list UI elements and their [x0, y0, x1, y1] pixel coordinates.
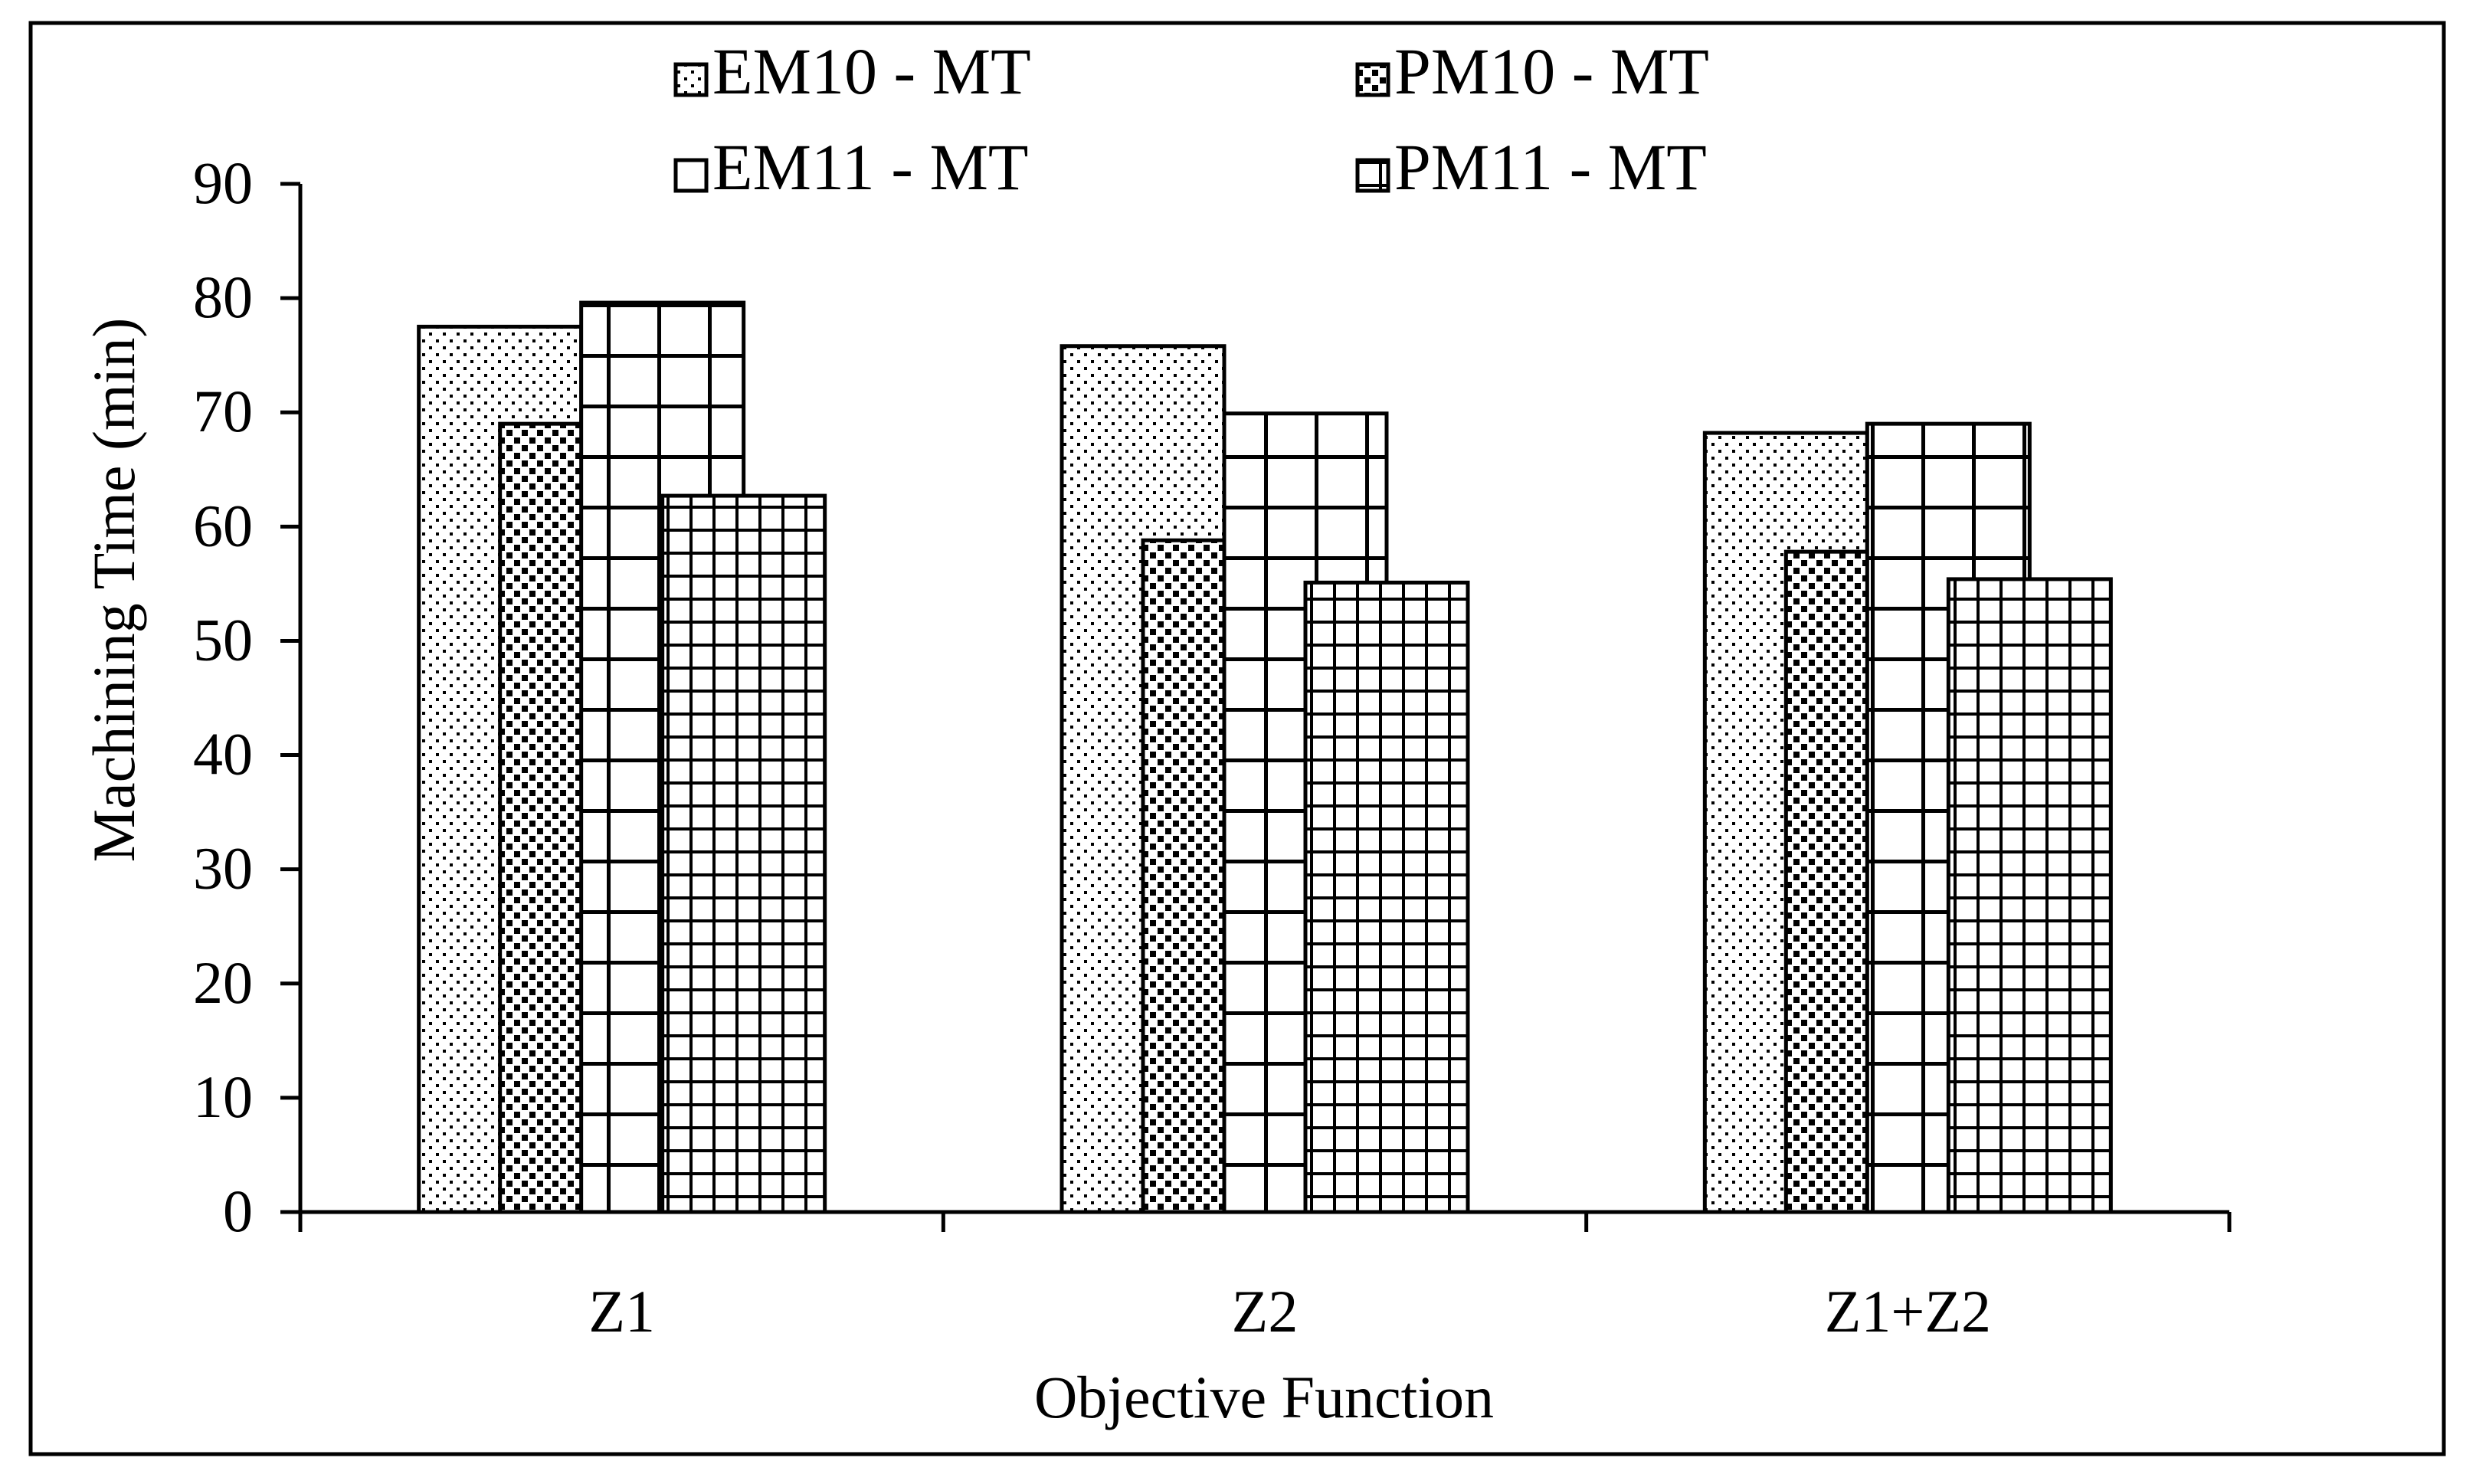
y-tick-label: 0 — [223, 1178, 253, 1244]
y-tick-label: 40 — [193, 721, 253, 788]
x-tick-label: Z2 — [1232, 1278, 1299, 1345]
y-tick-label: 30 — [193, 835, 253, 902]
y-tick-label: 10 — [193, 1063, 253, 1130]
legend-label: PM10 - MT — [1394, 34, 1709, 108]
bar-pm11-mt-z1-z2 — [1946, 577, 2113, 1214]
legend-swatch — [1355, 62, 1390, 97]
legend-swatch — [673, 158, 709, 193]
y-tick-label: 20 — [193, 949, 253, 1016]
bars — [417, 300, 2113, 1214]
legend: EM10 - MT PM10 - MT EM11 - MT PM11 - MT — [673, 34, 1709, 204]
y-axis-label: Machining Time (min) — [80, 318, 147, 863]
x-tick-label: Z1 — [588, 1278, 655, 1345]
y-tick-label: 70 — [193, 378, 253, 444]
y-tick-label: 80 — [193, 264, 253, 330]
legend-label: EM11 - MT — [712, 130, 1028, 204]
legend-swatch — [673, 62, 709, 97]
legend-label: PM11 - MT — [1394, 130, 1707, 204]
bar-pm11-mt-z1 — [660, 493, 827, 1214]
legend-swatch — [1355, 158, 1390, 193]
y-tick-label: 90 — [193, 149, 253, 216]
x-axis-label: Objective Function — [1034, 1364, 1494, 1430]
bar-pm11-mt-z2 — [1303, 580, 1470, 1214]
y-tick-label: 50 — [193, 606, 253, 673]
y-tick-label: 60 — [193, 492, 253, 559]
y-axis: 0 10 20 30 40 50 60 70 80 90 — [193, 149, 303, 1244]
legend-label: EM10 - MT — [712, 34, 1031, 108]
x-tick-label: Z1+Z2 — [1825, 1278, 1991, 1345]
